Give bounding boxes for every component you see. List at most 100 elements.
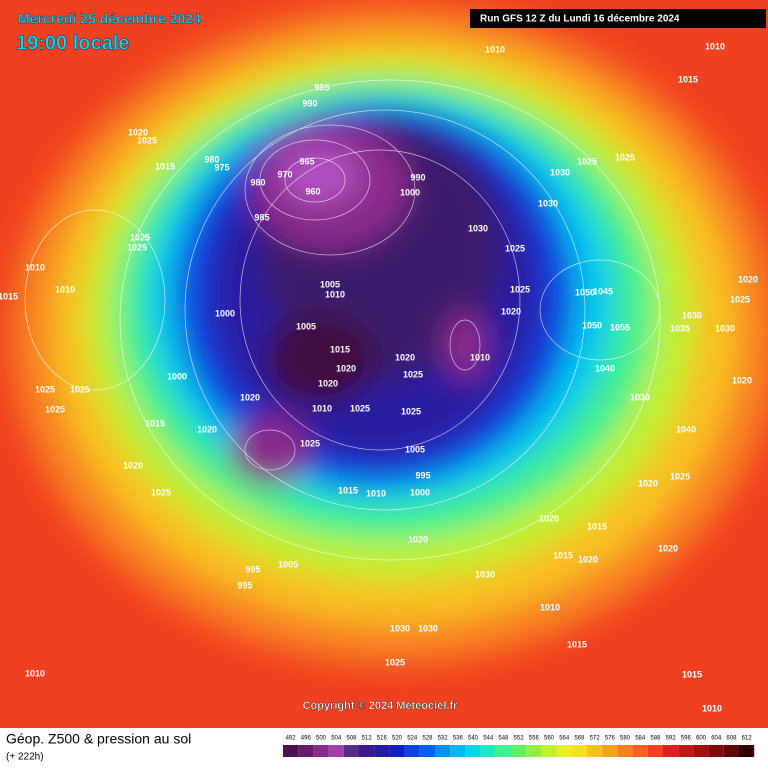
isobar-label: 1015 xyxy=(678,74,698,84)
isobar-label: 1040 xyxy=(676,424,696,434)
isobar-label: 1025 xyxy=(130,232,150,242)
isobar-label: 1025 xyxy=(350,403,370,413)
isobar-label: 1030 xyxy=(715,323,735,333)
scale-swatch xyxy=(374,745,390,757)
isobar-label: 1025 xyxy=(510,284,530,294)
isobar-label: 1025 xyxy=(730,294,750,304)
isobar-label: 1010 xyxy=(25,668,45,678)
isobar-label: 1010 xyxy=(312,403,332,413)
scale-swatch xyxy=(313,745,329,757)
isobar-label: 1050 xyxy=(575,287,595,297)
isobar-label: 1000 xyxy=(400,187,420,197)
scale-swatch xyxy=(678,745,694,757)
scale-label: 528 xyxy=(422,736,433,742)
isobar-label: 1010 xyxy=(705,41,725,51)
isobar-label: 1030 xyxy=(390,623,410,633)
isobar-label: 1005 xyxy=(320,279,340,289)
isobar-label: 1025 xyxy=(401,406,421,416)
color-scale: 492 496 500 504 508 512 516 520 524 528 532 536 540 5… xyxy=(283,736,755,757)
isobar-label: 1025 xyxy=(577,156,597,166)
isobar-label: 1020 xyxy=(197,424,217,434)
isobar-label: 1025 xyxy=(615,152,635,162)
isobar-label: 995 xyxy=(415,470,430,480)
scale-swatch xyxy=(359,745,375,757)
isobar-label: 985 xyxy=(254,212,269,222)
isobar-label: 1030 xyxy=(468,223,488,233)
isobar-label: 1015 xyxy=(553,550,573,560)
scale-label: 592 xyxy=(666,736,677,742)
isobar-label: 1015 xyxy=(330,344,350,354)
isobar-label: 1020 xyxy=(638,478,658,488)
scale-swatch xyxy=(739,745,755,757)
time: 19:00 locale xyxy=(16,32,129,54)
isobar-label: 1010 xyxy=(325,289,345,299)
scale-swatch xyxy=(556,745,572,757)
isobar-label: 1025 xyxy=(151,487,171,497)
isobar-label: 1010 xyxy=(702,703,722,713)
scale-label: 516 xyxy=(377,736,388,742)
isobar-label: 1005 xyxy=(296,321,316,331)
run-info: Run GFS 12 Z du Lundi 16 décembre 2024 xyxy=(480,14,680,25)
scale-label: 596 xyxy=(681,736,692,742)
isobar-label: 1040 xyxy=(595,363,615,373)
scale-label: 496 xyxy=(301,736,312,742)
scale-label: 564 xyxy=(559,736,570,742)
lead-time: (+ 222h) xyxy=(6,752,44,763)
isobar-label: 1020 xyxy=(738,274,758,284)
isobar-label: 1000 xyxy=(215,308,235,318)
scale-swatch xyxy=(723,745,739,757)
isobar-label: 990 xyxy=(410,172,425,182)
geopotential-field xyxy=(10,5,768,665)
isobar-label: 1015 xyxy=(145,418,165,428)
isobar-label: 1025 xyxy=(127,242,147,252)
scale-label: 608 xyxy=(726,736,737,742)
scale-swatch xyxy=(328,745,344,757)
isobar-label: 1010 xyxy=(366,488,386,498)
scale-swatch xyxy=(708,745,724,757)
isobar-label: 1020 xyxy=(240,392,260,402)
isobar-label: 990 xyxy=(302,98,317,108)
product-title: Géop. Z500 & pression au sol xyxy=(6,731,191,747)
scale-label: 548 xyxy=(498,736,509,742)
scale-label: 492 xyxy=(286,736,297,742)
scale-label: 524 xyxy=(407,736,418,742)
isobar-label: 970 xyxy=(277,169,292,179)
scale-label: 604 xyxy=(711,736,722,742)
isobar-label: 1015 xyxy=(587,521,607,531)
scale-swatch xyxy=(541,745,557,757)
scale-swatch xyxy=(465,745,481,757)
isobar-label: 1000 xyxy=(410,487,430,497)
scale-swatch xyxy=(647,745,663,757)
scale-swatch xyxy=(450,745,466,757)
scale-swatch xyxy=(343,745,359,757)
scale-swatch xyxy=(495,745,511,757)
isobar-label: 1025 xyxy=(35,384,55,394)
isobar-label: 1020 xyxy=(578,554,598,564)
scale-swatch xyxy=(632,745,648,757)
isobar-label: 1020 xyxy=(501,306,521,316)
scale-label: 508 xyxy=(346,736,357,742)
isobar-label: 1005 xyxy=(278,559,298,569)
scale-swatch xyxy=(587,745,603,757)
scale-label: 600 xyxy=(696,736,707,742)
isobar-label: 995 xyxy=(314,82,329,92)
scale-swatch xyxy=(602,745,618,757)
isobar-label: 1015 xyxy=(338,485,358,495)
isobar-label: 965 xyxy=(299,156,314,166)
isobar-label: 1045 xyxy=(593,286,613,296)
isobar-label: 1010 xyxy=(485,44,505,54)
scale-label: 588 xyxy=(650,736,661,742)
isobar-label: 1030 xyxy=(418,623,438,633)
scale-label: 540 xyxy=(468,736,479,742)
isobar-label: 1030 xyxy=(630,392,650,402)
scale-swatch xyxy=(404,745,420,757)
scale-label: 520 xyxy=(392,736,403,742)
isobar-label: 1020 xyxy=(128,127,148,137)
scale-swatch xyxy=(511,745,527,757)
isobar-label: 1015 xyxy=(682,669,702,679)
isobar-label: 1025 xyxy=(403,369,423,379)
isobar-label: 980 xyxy=(250,177,265,187)
isobar-label: 1005 xyxy=(405,444,425,454)
scale-swatch xyxy=(480,745,496,757)
